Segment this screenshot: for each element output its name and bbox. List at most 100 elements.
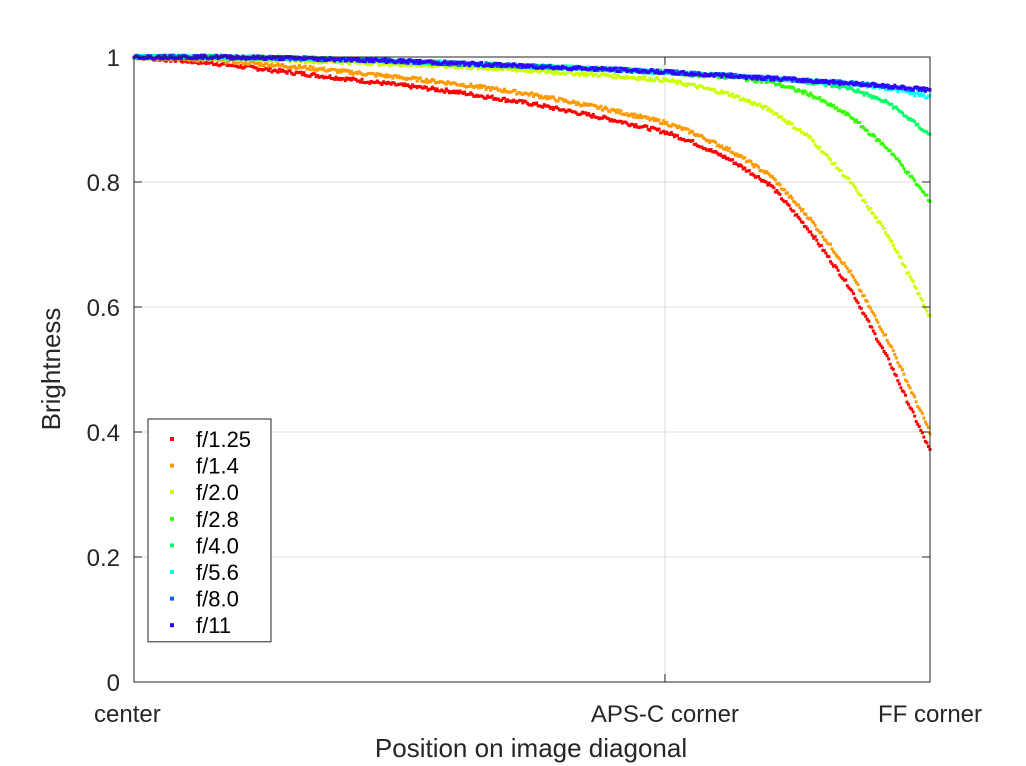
data-point bbox=[851, 88, 855, 92]
data-point bbox=[547, 104, 551, 108]
data-point bbox=[602, 114, 606, 118]
data-point bbox=[548, 63, 552, 67]
data-point bbox=[619, 109, 623, 113]
data-point bbox=[225, 56, 229, 60]
data-point bbox=[510, 62, 514, 66]
data-point bbox=[783, 188, 787, 192]
data-point bbox=[654, 117, 658, 121]
data-point bbox=[461, 82, 465, 86]
data-point bbox=[181, 60, 185, 64]
legend-swatch bbox=[170, 437, 174, 441]
data-point bbox=[366, 57, 370, 61]
data-point bbox=[796, 128, 800, 132]
data-point bbox=[750, 102, 754, 106]
data-point bbox=[547, 70, 551, 74]
data-point bbox=[440, 62, 444, 66]
data-point bbox=[758, 177, 762, 181]
data-point bbox=[884, 146, 888, 150]
data-point bbox=[250, 64, 254, 68]
data-point bbox=[431, 65, 434, 69]
data-point bbox=[862, 82, 866, 86]
data-point bbox=[270, 62, 274, 66]
data-point bbox=[819, 243, 823, 247]
data-point bbox=[539, 69, 543, 73]
data-point bbox=[865, 317, 869, 321]
data-point bbox=[404, 77, 408, 81]
data-point bbox=[652, 118, 656, 122]
data-point bbox=[806, 133, 810, 137]
data-point bbox=[415, 79, 419, 83]
data-point bbox=[712, 73, 716, 77]
data-point bbox=[787, 195, 791, 199]
data-point bbox=[923, 89, 927, 93]
data-point bbox=[656, 70, 660, 74]
data-point bbox=[588, 67, 592, 71]
data-point bbox=[501, 96, 505, 100]
data-point bbox=[535, 69, 539, 73]
data-point bbox=[871, 81, 875, 85]
data-point bbox=[288, 58, 292, 62]
data-point bbox=[225, 64, 229, 68]
data-point bbox=[345, 59, 349, 63]
data-point bbox=[328, 57, 332, 61]
data-point bbox=[812, 139, 816, 143]
data-point bbox=[452, 81, 456, 85]
data-point bbox=[709, 72, 713, 76]
data-point bbox=[914, 400, 918, 404]
data-point bbox=[913, 85, 917, 89]
data-point bbox=[614, 66, 618, 70]
data-point bbox=[675, 69, 679, 73]
data-point bbox=[320, 74, 324, 78]
data-point bbox=[830, 247, 834, 251]
data-point bbox=[378, 81, 382, 85]
data-point bbox=[427, 64, 431, 68]
data-point bbox=[573, 101, 577, 105]
data-point bbox=[365, 57, 369, 61]
data-point bbox=[607, 74, 611, 78]
data-point bbox=[920, 298, 924, 302]
data-point bbox=[186, 56, 190, 60]
data-point bbox=[611, 66, 615, 70]
data-point bbox=[919, 409, 923, 413]
data-point bbox=[219, 56, 223, 60]
data-point bbox=[329, 58, 333, 62]
data-point bbox=[923, 193, 927, 197]
data-point bbox=[307, 56, 311, 60]
data-point bbox=[371, 62, 375, 66]
data-point bbox=[761, 178, 765, 182]
data-point bbox=[493, 67, 497, 71]
data-point bbox=[868, 93, 872, 97]
data-point bbox=[753, 80, 757, 84]
data-point bbox=[196, 59, 200, 63]
data-point bbox=[524, 68, 528, 72]
data-point bbox=[380, 57, 384, 61]
data-point bbox=[806, 93, 810, 97]
data-point bbox=[429, 87, 433, 91]
data-point bbox=[844, 85, 848, 89]
data-point bbox=[542, 96, 546, 100]
data-point bbox=[291, 56, 295, 60]
data-point bbox=[408, 77, 412, 81]
data-point bbox=[628, 68, 632, 72]
data-point bbox=[750, 75, 754, 79]
data-point bbox=[694, 73, 698, 77]
data-point bbox=[634, 69, 638, 73]
data-point bbox=[824, 100, 828, 104]
data-point bbox=[842, 82, 846, 86]
data-point bbox=[277, 58, 281, 62]
data-point bbox=[905, 90, 909, 94]
data-point bbox=[657, 127, 661, 131]
data-point bbox=[518, 68, 522, 72]
data-point bbox=[868, 324, 872, 328]
data-point bbox=[746, 159, 750, 163]
data-point bbox=[515, 100, 519, 104]
data-point bbox=[839, 80, 843, 84]
data-point bbox=[741, 167, 745, 171]
data-point bbox=[585, 113, 589, 117]
data-point bbox=[331, 56, 335, 60]
data-point bbox=[741, 96, 745, 100]
data-point bbox=[842, 109, 846, 113]
data-point bbox=[363, 81, 367, 85]
data-point bbox=[386, 59, 390, 63]
data-point bbox=[483, 84, 487, 88]
